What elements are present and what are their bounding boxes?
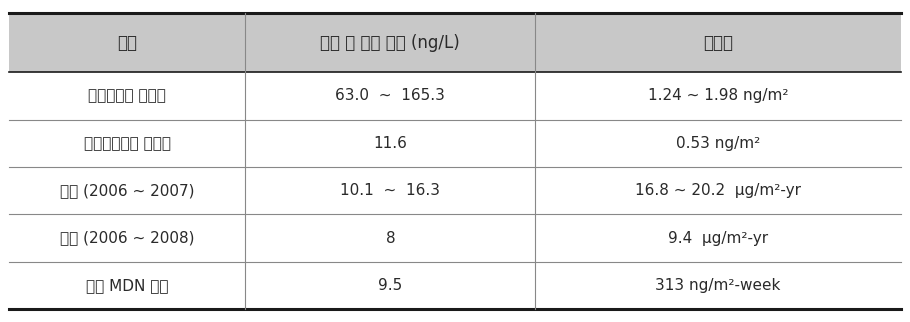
Text: 10.1  ~  16.3: 10.1 ~ 16.3 — [340, 183, 440, 198]
Text: 침적량: 침적량 — [703, 33, 733, 52]
Text: 강우 내 수은 농도 (ng/L): 강우 내 수은 농도 (ng/L) — [320, 33, 460, 52]
Text: 9.4  μg/m²-yr: 9.4 μg/m²-yr — [668, 231, 768, 245]
Text: 1.24 ~ 1.98 ng/m²: 1.24 ~ 1.98 ng/m² — [648, 88, 788, 103]
Text: 미국 MDN 평균: 미국 MDN 평균 — [86, 278, 168, 293]
Text: 생활계폐기물 매립지: 생활계폐기물 매립지 — [84, 136, 171, 151]
Text: 16.8 ~ 20.2  μg/m²-yr: 16.8 ~ 20.2 μg/m²-yr — [635, 183, 801, 198]
Text: 8: 8 — [386, 231, 395, 245]
Text: 313 ng/m²-week: 313 ng/m²-week — [655, 278, 781, 293]
Text: 0.53 ng/m²: 0.53 ng/m² — [676, 136, 760, 151]
Text: 63.0  ~  165.3: 63.0 ~ 165.3 — [336, 88, 445, 103]
Text: 서울 (2006 ~ 2007): 서울 (2006 ~ 2007) — [60, 183, 195, 198]
Text: 9.5: 9.5 — [379, 278, 402, 293]
Text: 지정폐기물 매립지: 지정폐기물 매립지 — [88, 88, 167, 103]
Bar — [9, 13, 901, 72]
Text: 11.6: 11.6 — [373, 136, 408, 151]
Text: 원충 (2006 ~ 2008): 원충 (2006 ~ 2008) — [60, 231, 195, 245]
Text: 구분: 구분 — [117, 33, 137, 52]
